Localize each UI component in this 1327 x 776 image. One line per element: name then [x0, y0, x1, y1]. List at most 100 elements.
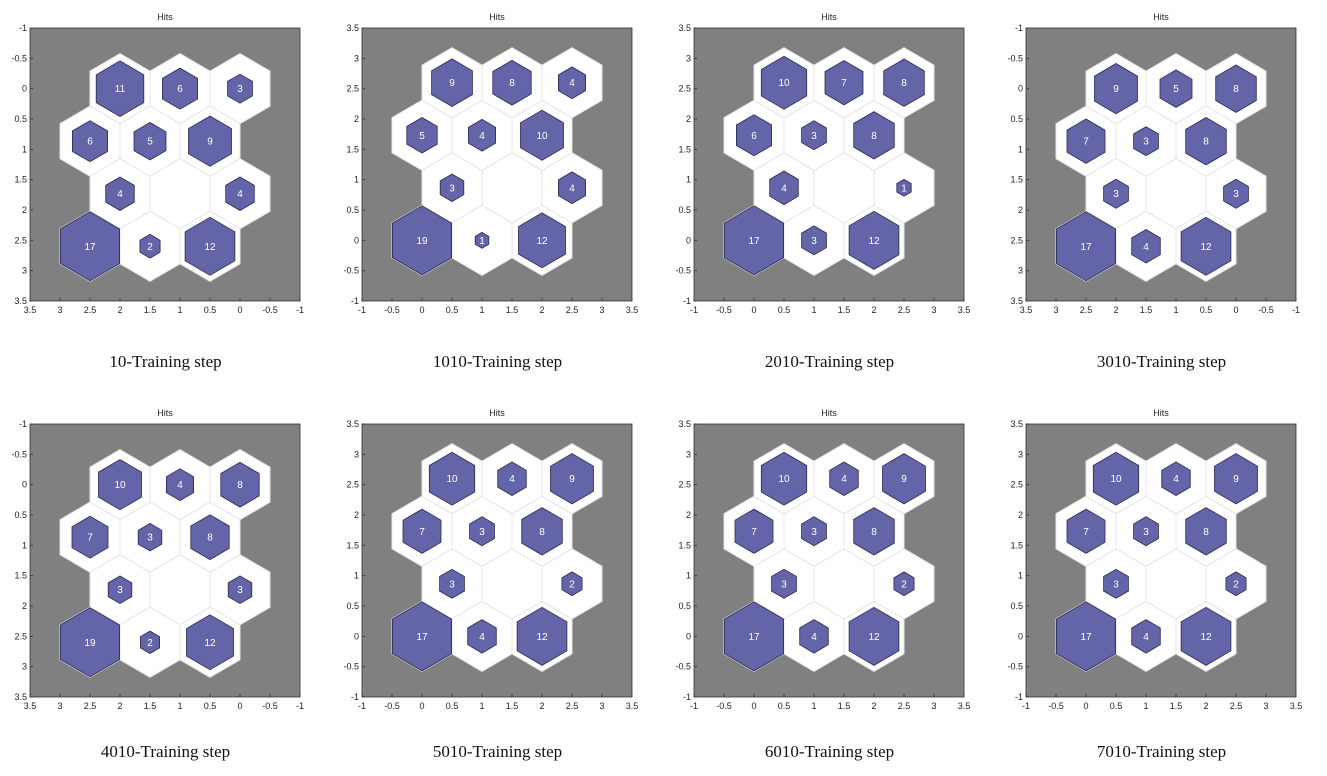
y-tick-label: 1: [22, 144, 27, 154]
x-tick-label: 0.5: [204, 305, 217, 315]
x-tick-label: 1: [811, 305, 816, 315]
hit-marker: [137, 523, 163, 552]
plot-title: Hits: [1153, 12, 1169, 22]
x-tick-label: 2: [871, 305, 876, 315]
hit-count-label: 3: [237, 585, 243, 596]
y-tick-label: 2: [22, 601, 27, 611]
hits-panel-5010: Hits 17 4 12 3 2 7 3 8 10 4 9 -1 -0.5 0 0.5 1 1.5 2 2.5 3 3.5…: [332, 396, 663, 776]
hit-marker: [893, 571, 915, 597]
y-tick-label: 2: [1018, 205, 1023, 215]
hit-count-label: 4: [781, 183, 787, 194]
y-tick-label: 0.5: [346, 205, 359, 215]
panel-caption: 2010-Training step: [764, 352, 895, 371]
hit-count-label: 8: [1233, 84, 1239, 95]
x-tick-label: -0.5: [716, 701, 732, 711]
hit-marker: [392, 205, 452, 276]
hit-count-label: 8: [539, 527, 545, 538]
hit-count-label: 17: [748, 236, 760, 247]
hit-marker: [1056, 601, 1116, 672]
y-tick-label: 0.5: [678, 601, 691, 611]
y-tick-label: 3.5: [1010, 296, 1023, 306]
y-tick-label: 2: [354, 114, 359, 124]
y-tick-label: 1: [686, 571, 691, 581]
hit-count-label: 10: [778, 474, 790, 485]
hit-count-label: 3: [1113, 189, 1119, 200]
x-tick-label: -1: [296, 305, 304, 315]
x-tick-label: -0.5: [262, 701, 278, 711]
hit-marker: [1103, 568, 1129, 599]
hit-marker: [1214, 453, 1258, 505]
hit-count-label: 17: [416, 632, 428, 643]
y-tick-label: 3: [1018, 449, 1023, 459]
hit-marker: [557, 66, 587, 100]
hit-marker: [520, 109, 564, 161]
hit-marker: [492, 59, 532, 106]
y-tick-label: -0.5: [343, 662, 359, 672]
hit-marker: [98, 459, 142, 511]
y-tick-label: 1.5: [14, 175, 27, 185]
hit-marker: [1103, 178, 1129, 209]
x-tick-label: 0: [237, 701, 242, 711]
hit-marker: [724, 601, 784, 672]
x-tick-label: -0.5: [1258, 305, 1274, 315]
hit-marker: [1185, 117, 1227, 166]
hit-count-label: 2: [569, 579, 575, 590]
x-tick-label: 1.5: [838, 305, 851, 315]
y-tick-label: 3: [354, 449, 359, 459]
y-tick-label: 1: [354, 175, 359, 185]
hit-count-label: 10: [1110, 474, 1122, 485]
panel-caption: 10-Training step: [109, 352, 222, 371]
hit-count-label: 4: [811, 632, 817, 643]
hit-marker: [402, 508, 442, 554]
x-tick-label: 0: [1083, 701, 1088, 711]
hit-count-label: 3: [237, 84, 243, 95]
hit-count-label: 12: [1200, 632, 1212, 643]
y-tick-label: 0.5: [14, 114, 27, 124]
hit-marker: [771, 568, 797, 599]
hit-count-label: 12: [204, 638, 216, 649]
hit-count-label: 12: [868, 632, 880, 643]
panel-caption: 1010-Training step: [432, 352, 563, 371]
y-tick-label: 3.5: [678, 419, 691, 429]
hits-panel-3010: Hits 9 5 8 7 3 8 3 3 17 4 12 3.5 3 2.5 2 1.5 1 0.5 0 -0.5 -1-…: [996, 0, 1327, 380]
y-tick-label: 1.5: [346, 144, 359, 154]
y-tick-label: 3.5: [1010, 419, 1023, 429]
hit-marker: [557, 171, 587, 205]
y-tick-label: 0: [686, 235, 691, 245]
panel-caption: 6010-Training step: [764, 742, 895, 761]
x-tick-label: 2: [117, 305, 122, 315]
hit-count-label: 12: [868, 236, 880, 247]
y-tick-label: 0.5: [678, 205, 691, 215]
hit-marker: [799, 619, 829, 654]
y-tick-label: 1.5: [14, 571, 27, 581]
hit-count-label: 3: [781, 579, 787, 590]
y-tick-label: 2: [1018, 510, 1023, 520]
hit-count-label: 4: [509, 474, 515, 485]
hit-marker: [188, 115, 232, 167]
hit-marker: [896, 178, 912, 197]
plot-title: Hits: [157, 408, 173, 418]
y-tick-label: -0.5: [675, 266, 691, 276]
y-tick-label: 3.5: [14, 296, 27, 306]
y-tick-label: 3: [1018, 266, 1023, 276]
hit-marker: [439, 173, 465, 202]
hit-count-label: 3: [811, 236, 817, 247]
x-tick-label: 1: [1173, 305, 1178, 315]
hit-count-label: 1: [479, 236, 485, 247]
x-tick-label: 3: [1053, 305, 1058, 315]
hit-marker: [1056, 211, 1116, 282]
x-tick-label: -0.5: [384, 305, 400, 315]
hit-count-label: 9: [449, 78, 455, 89]
hit-count-label: 5: [147, 137, 153, 148]
hit-count-label: 17: [748, 632, 760, 643]
x-tick-label: 0.5: [204, 701, 217, 711]
x-tick-label: 0.5: [1200, 305, 1213, 315]
hit-marker: [801, 516, 827, 547]
hit-count-label: 3: [1143, 137, 1149, 148]
hit-marker: [1180, 606, 1232, 666]
hit-count-label: 10: [778, 78, 790, 89]
x-tick-label: 1.5: [838, 701, 851, 711]
